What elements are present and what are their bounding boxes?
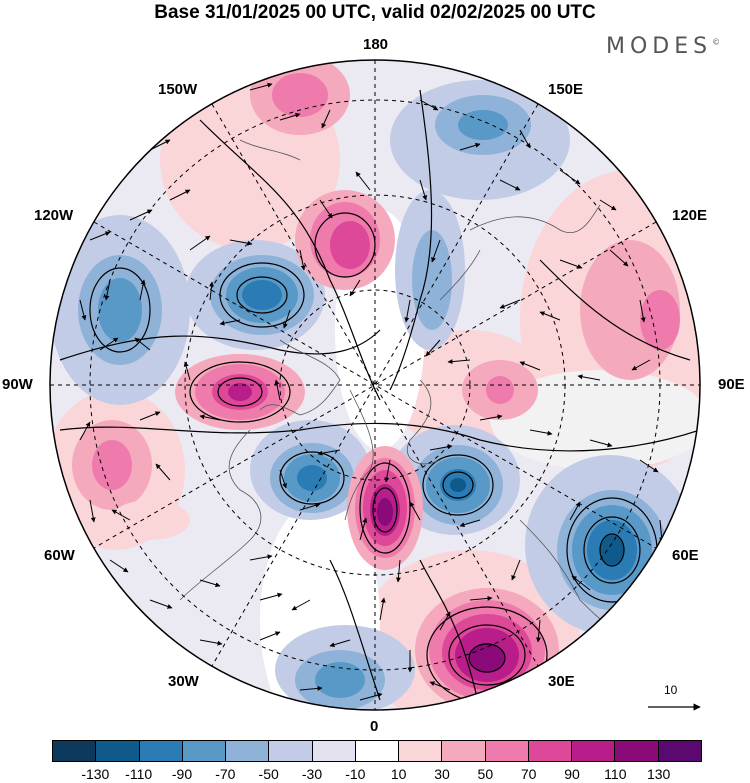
- lon-label-180: 180: [363, 36, 389, 53]
- colorbar-swatch: [528, 741, 573, 761]
- colorbar-tick-label: -110: [125, 766, 153, 782]
- wind-vectors: [79, 82, 665, 701]
- reference-vector-arrow-icon: [648, 703, 701, 711]
- colorbar-swatch: [182, 741, 227, 761]
- colorbar: [52, 740, 702, 762]
- lon-label-120w: 120W: [34, 207, 74, 224]
- brand-mark: ©: [712, 37, 721, 47]
- colorbar-tick-label: 90: [564, 766, 580, 782]
- colorbar-labels: -130 -110 -90 -70 -50 -30 -10 10 30 50 70 90 110 130: [52, 766, 702, 782]
- colorbar-tick-label: -50: [258, 766, 279, 782]
- colorbar-swatch: [485, 741, 529, 761]
- height-contours: [59, 89, 700, 710]
- colorbar-tick-label: 30: [434, 766, 450, 782]
- reference-vector-value: 10: [664, 683, 678, 697]
- lon-label-60e: 60E: [672, 547, 699, 564]
- colorbar-swatch: [139, 741, 183, 761]
- colorbar-swatch: [53, 741, 97, 761]
- lon-label-0: 0: [370, 718, 379, 735]
- colorbar-swatch: [96, 741, 140, 761]
- colorbar-swatch: [355, 741, 400, 761]
- colorbar-swatch: [269, 741, 313, 761]
- colorbar-tick-label: -30: [301, 766, 323, 782]
- colorbar-tick-label: 70: [520, 766, 537, 782]
- map-boundary: [49, 59, 701, 711]
- brand-text: MODES: [606, 34, 713, 59]
- colorbar-tick-label: -10: [345, 766, 366, 782]
- brand-logo: MODES©: [606, 34, 720, 59]
- lon-label-90w: 90W: [2, 376, 33, 393]
- colorbar-swatch: [312, 741, 356, 761]
- lon-label-90e: 90E: [718, 376, 745, 393]
- colorbar-swatch: [572, 741, 616, 761]
- colorbar-swatch: [615, 741, 659, 761]
- colorbar-swatch: [399, 741, 443, 761]
- colorbar-tick-label: 50: [477, 766, 494, 782]
- lon-label-120e: 120E: [672, 207, 708, 224]
- lon-label-30e: 30E: [548, 673, 575, 690]
- colorbar-tick-label: 130: [646, 766, 671, 782]
- lon-label-60w: 60W: [44, 547, 75, 564]
- colorbar-tick-label: -90: [171, 766, 193, 782]
- colorbar-swatch: [442, 741, 486, 761]
- colorbar-swatch: [658, 741, 701, 761]
- colorbar-tick-label: -130: [81, 766, 110, 782]
- colorbar-tick-label: 110: [604, 766, 627, 782]
- lon-label-150w: 150W: [158, 81, 198, 98]
- colorbar-swatch: [226, 741, 270, 761]
- lon-label-150e: 150E: [548, 81, 584, 98]
- anomaly-field: [50, 60, 700, 710]
- lon-label-30w: 30W: [168, 673, 199, 690]
- colorbar-tick-label: -70: [215, 766, 236, 782]
- graticule: [50, 60, 700, 710]
- map-title: Base 31/01/2025 00 UTC, valid 02/02/2025…: [154, 2, 596, 23]
- colorbar-tick-label: 10: [390, 766, 407, 782]
